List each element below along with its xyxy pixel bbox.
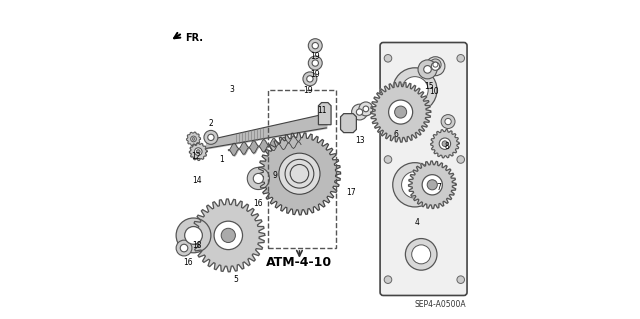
Polygon shape	[189, 143, 207, 160]
Circle shape	[405, 239, 437, 270]
Circle shape	[445, 118, 451, 125]
Circle shape	[196, 150, 200, 153]
Text: 18: 18	[193, 241, 202, 250]
Text: SEP4-A0500A: SEP4-A0500A	[414, 300, 466, 309]
Text: 5: 5	[234, 275, 239, 284]
Text: 17: 17	[346, 188, 356, 197]
Circle shape	[412, 245, 431, 264]
Circle shape	[427, 180, 437, 190]
Circle shape	[312, 42, 319, 49]
Text: FR.: FR.	[186, 33, 204, 43]
Text: 16: 16	[183, 258, 193, 267]
Circle shape	[308, 56, 322, 70]
Circle shape	[279, 153, 320, 194]
Circle shape	[176, 240, 192, 256]
Text: 10: 10	[429, 87, 438, 96]
Circle shape	[208, 134, 214, 141]
Text: 7: 7	[436, 183, 442, 192]
Text: 6: 6	[394, 130, 398, 139]
Circle shape	[426, 57, 445, 76]
Text: 4: 4	[415, 218, 420, 227]
Polygon shape	[319, 103, 331, 125]
Polygon shape	[431, 130, 459, 158]
Text: 3: 3	[229, 85, 234, 94]
Circle shape	[431, 62, 440, 70]
Text: 19: 19	[303, 86, 313, 95]
Circle shape	[424, 66, 431, 73]
Text: 8: 8	[444, 142, 449, 151]
Circle shape	[191, 136, 196, 142]
Text: 2: 2	[209, 119, 213, 128]
Text: 13: 13	[356, 136, 365, 145]
Circle shape	[247, 167, 269, 189]
Text: 11: 11	[317, 106, 327, 115]
Circle shape	[363, 106, 369, 112]
FancyBboxPatch shape	[380, 42, 467, 295]
Polygon shape	[192, 199, 265, 272]
Text: 16: 16	[253, 199, 263, 208]
Circle shape	[442, 141, 448, 146]
Circle shape	[418, 60, 437, 79]
Circle shape	[185, 226, 202, 244]
Text: 9: 9	[273, 171, 278, 180]
Circle shape	[356, 109, 363, 115]
Circle shape	[384, 156, 392, 163]
Circle shape	[457, 156, 465, 163]
Circle shape	[180, 244, 188, 252]
Circle shape	[351, 104, 367, 120]
Text: 1: 1	[219, 155, 224, 164]
Circle shape	[308, 39, 322, 53]
Circle shape	[303, 72, 317, 86]
Circle shape	[393, 163, 437, 207]
Circle shape	[214, 221, 243, 250]
Circle shape	[433, 62, 438, 67]
Text: 12: 12	[191, 152, 201, 161]
Circle shape	[195, 148, 202, 155]
Circle shape	[253, 174, 264, 183]
Polygon shape	[259, 133, 340, 215]
Circle shape	[457, 276, 465, 284]
Circle shape	[290, 165, 308, 183]
Circle shape	[439, 138, 451, 149]
Circle shape	[401, 172, 428, 198]
Circle shape	[192, 137, 195, 140]
Circle shape	[395, 106, 406, 118]
Circle shape	[441, 115, 455, 129]
Circle shape	[388, 100, 413, 124]
Polygon shape	[340, 114, 356, 133]
Text: 19: 19	[310, 70, 319, 79]
Circle shape	[422, 175, 442, 195]
Text: 14: 14	[193, 175, 202, 185]
Circle shape	[204, 130, 218, 144]
Circle shape	[307, 76, 313, 82]
Circle shape	[401, 77, 428, 103]
Circle shape	[384, 276, 392, 284]
Text: ATM-4-10: ATM-4-10	[266, 256, 333, 269]
Circle shape	[429, 59, 441, 70]
Polygon shape	[371, 82, 431, 142]
Circle shape	[285, 160, 314, 188]
Circle shape	[176, 218, 211, 253]
Circle shape	[384, 55, 392, 62]
Text: 15: 15	[424, 82, 434, 91]
Circle shape	[457, 55, 465, 62]
Circle shape	[359, 102, 373, 116]
Text: 19: 19	[310, 52, 319, 61]
Circle shape	[393, 68, 437, 112]
Circle shape	[312, 60, 319, 66]
Polygon shape	[408, 161, 456, 209]
Circle shape	[221, 228, 236, 242]
Polygon shape	[186, 132, 200, 146]
Bar	[268, 90, 336, 248]
